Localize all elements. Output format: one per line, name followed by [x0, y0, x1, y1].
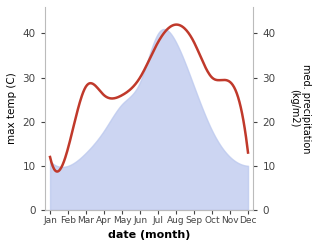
Y-axis label: max temp (C): max temp (C)	[7, 73, 17, 144]
X-axis label: date (month): date (month)	[108, 230, 190, 240]
Y-axis label: med. precipitation
(kg/m2): med. precipitation (kg/m2)	[289, 64, 311, 153]
